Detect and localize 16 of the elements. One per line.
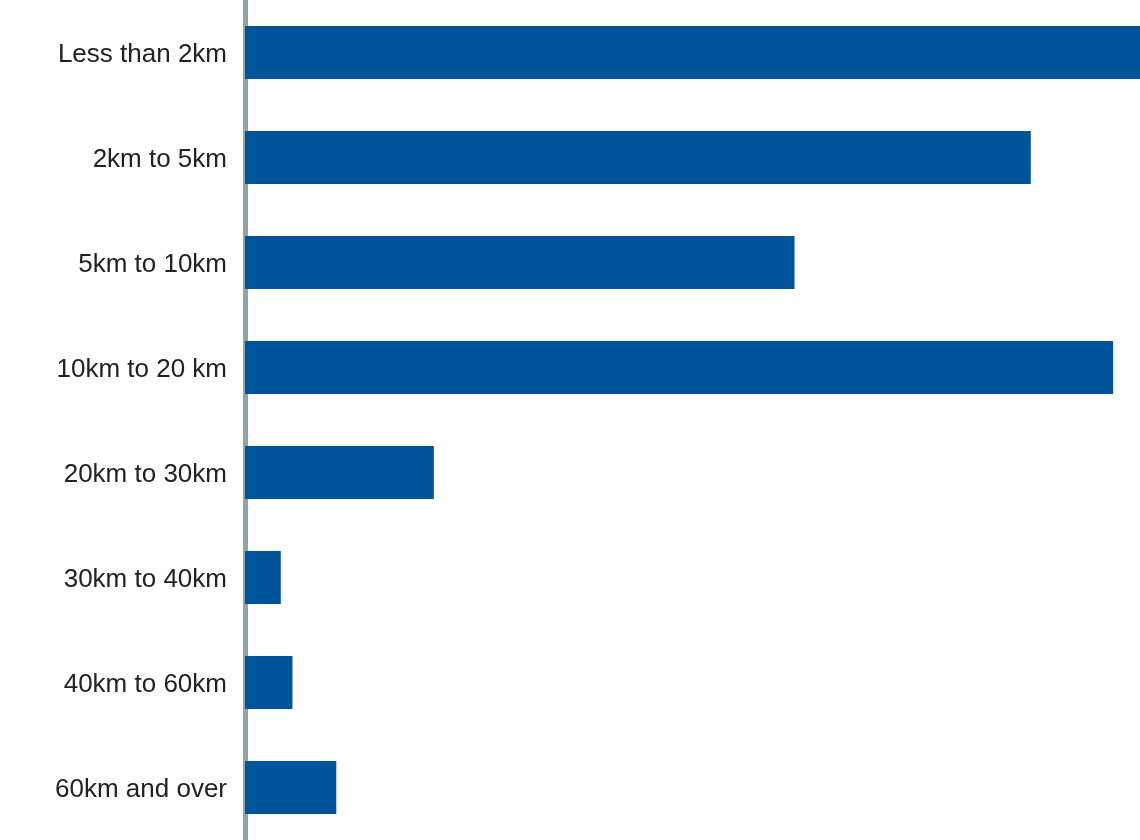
y-tick-label: 60km and over: [55, 772, 228, 803]
bar: [245, 446, 434, 499]
bar: [245, 656, 293, 709]
y-tick-label: 5km to 10km: [78, 247, 227, 278]
bar: [245, 236, 795, 289]
y-tick-label: 40km to 60km: [63, 667, 227, 698]
bar: [245, 761, 337, 814]
y-tick-label: 10km to 20 km: [56, 352, 227, 383]
y-tick-label: Less than 2km: [57, 37, 227, 68]
y-tick-label: 2km to 5km: [92, 142, 227, 173]
bar: [245, 551, 281, 604]
y-tick-label: 30km to 40km: [63, 562, 227, 593]
y-tick-label: 20km to 30km: [63, 457, 227, 488]
bar: [245, 26, 1140, 79]
bar: [245, 131, 1031, 184]
bar: [245, 341, 1114, 394]
